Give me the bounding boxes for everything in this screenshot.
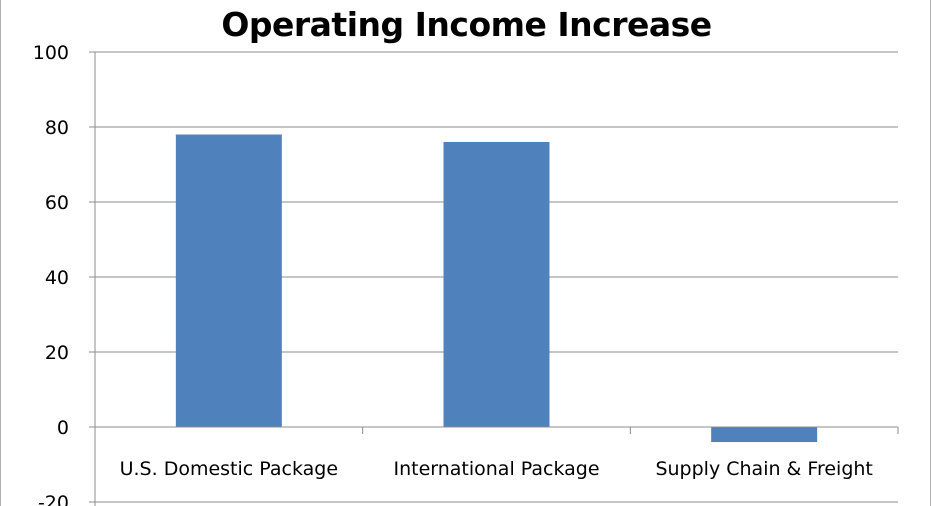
bar-0 (175, 134, 282, 427)
bar-1 (443, 142, 550, 427)
y-tick-label-4: 20 (45, 342, 69, 364)
category-label-2: Supply Chain & Freight (655, 458, 872, 480)
bar-2 (711, 427, 818, 442)
y-tick-label-5: 0 (57, 417, 69, 439)
y-tick-label-0: 100 (33, 42, 69, 64)
category-label-0: U.S. Domestic Package (120, 458, 338, 480)
chart-title: Operating Income Increase (221, 5, 712, 44)
y-tick-label-6: -20 (38, 492, 69, 506)
y-tick-label-1: 80 (45, 117, 69, 139)
y-tick-label-3: 40 (45, 267, 69, 289)
y-tick-label-2: 60 (45, 192, 69, 214)
category-label-1: International Package (393, 458, 599, 480)
